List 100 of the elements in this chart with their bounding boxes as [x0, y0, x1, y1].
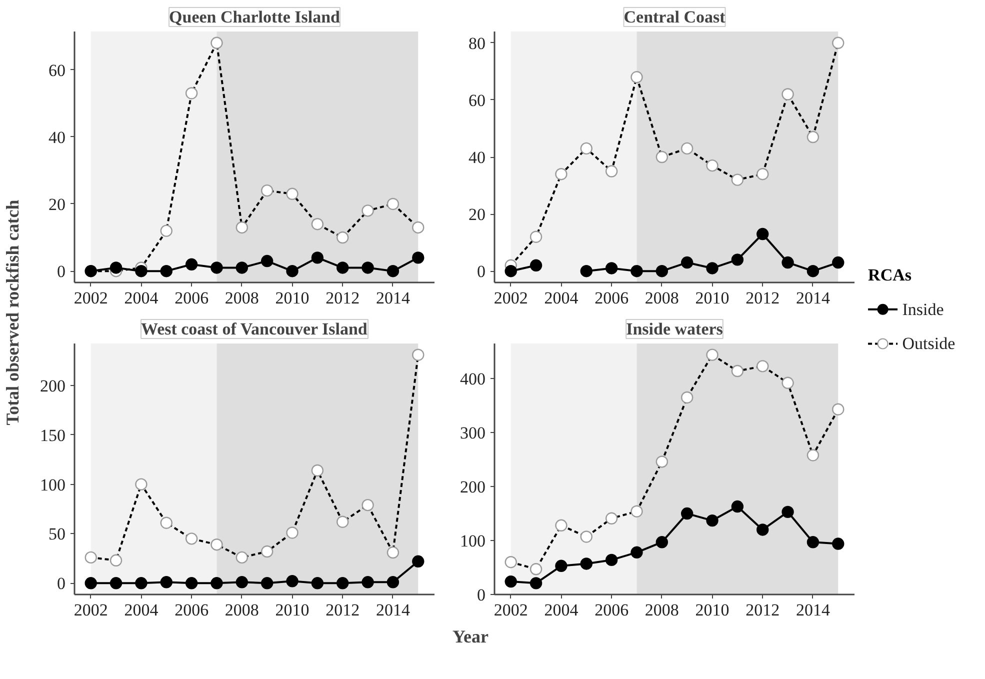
y-tick-label: 20: [48, 194, 66, 214]
point: [160, 576, 172, 588]
y-tick-label: 40: [48, 128, 66, 147]
point: [806, 265, 820, 278]
x-tick-label: 2010: [695, 600, 730, 620]
point: [286, 526, 298, 539]
point: [605, 165, 618, 178]
point: [311, 464, 324, 477]
y-tick-label: 100: [460, 532, 486, 551]
point: [362, 262, 374, 274]
point: [185, 87, 198, 100]
point: [160, 516, 172, 529]
point: [210, 577, 223, 590]
point: [580, 530, 592, 543]
x-tick-label: 2010: [275, 288, 310, 308]
point: [210, 36, 223, 49]
chart-title: Inside waters: [626, 320, 724, 338]
point: [580, 265, 592, 278]
point: [530, 577, 542, 590]
point: [782, 376, 794, 389]
x-tick-label: 2008: [224, 288, 259, 308]
point: [135, 577, 148, 590]
point: [386, 198, 400, 210]
point: [706, 262, 718, 274]
point: [386, 576, 400, 588]
point: [311, 218, 324, 230]
point: [504, 575, 517, 588]
point: [706, 159, 718, 172]
point: [504, 265, 517, 278]
point: [555, 560, 568, 572]
y-tick-label: 200: [40, 376, 66, 396]
point: [630, 505, 643, 518]
x-tick-label: 2002: [494, 288, 528, 308]
y-tick-label: 0: [57, 262, 66, 282]
point: [386, 546, 400, 559]
y-tick-label: 200: [460, 478, 486, 497]
point: [160, 265, 172, 278]
point: [656, 536, 668, 548]
legend-label: Inside: [902, 300, 944, 319]
point: [630, 265, 643, 278]
y-tick-label: 60: [48, 60, 66, 80]
point: [656, 456, 668, 468]
point: [731, 500, 744, 513]
point: [832, 36, 844, 49]
x-tick-label: 2014: [376, 288, 410, 308]
x-tick-label: 2008: [644, 288, 679, 308]
point: [412, 348, 424, 361]
point: [260, 184, 274, 197]
point: [756, 360, 769, 372]
point: [110, 262, 122, 274]
point: [504, 556, 517, 568]
point: [756, 168, 769, 180]
point: [530, 259, 542, 272]
point: [336, 262, 349, 274]
point: [605, 262, 618, 274]
point: [680, 142, 694, 155]
point: [832, 538, 844, 550]
point: [286, 265, 298, 278]
point: [311, 577, 324, 590]
y-axis-title: Total observed rockfish catch: [2, 200, 22, 426]
point: [731, 254, 744, 266]
y-tick-label: 50: [48, 524, 66, 544]
point: [210, 538, 223, 551]
point: [135, 265, 148, 278]
x-tick-label: 2004: [124, 288, 159, 308]
point: [630, 71, 643, 84]
point: [84, 551, 97, 564]
x-tick-label: 2006: [594, 600, 629, 620]
point: [680, 507, 694, 520]
x-tick-label: 2002: [74, 288, 108, 308]
point: [286, 575, 298, 588]
point: [236, 221, 248, 234]
point: [555, 168, 568, 180]
point: [386, 265, 400, 278]
y-tick-label: 0: [477, 586, 486, 604]
point: [806, 130, 820, 144]
y-tick-label: 300: [460, 424, 486, 443]
x-tick-label: 2008: [224, 600, 259, 620]
point: [135, 478, 148, 490]
point: [555, 519, 568, 532]
point: [731, 174, 744, 186]
x-tick-label: 2014: [796, 288, 830, 308]
y-tick-label: 0: [57, 574, 66, 594]
x-tick-label: 2006: [594, 288, 629, 308]
x-tick-label: 2008: [644, 600, 679, 620]
point: [336, 516, 349, 528]
y-tick-label: 40: [468, 148, 486, 167]
point: [605, 512, 618, 524]
x-tick-label: 2014: [796, 600, 830, 620]
point: [84, 577, 97, 590]
legend-label: Outside: [902, 334, 956, 354]
y-tick-label: 100: [40, 475, 66, 494]
point: [160, 224, 172, 237]
point: [832, 403, 844, 416]
point: [311, 252, 324, 264]
x-tick-label: 2006: [174, 600, 209, 620]
point: [210, 262, 223, 274]
x-tick-label: 2006: [174, 288, 209, 308]
point: [412, 221, 424, 234]
legend-title: RCAs: [868, 266, 912, 285]
